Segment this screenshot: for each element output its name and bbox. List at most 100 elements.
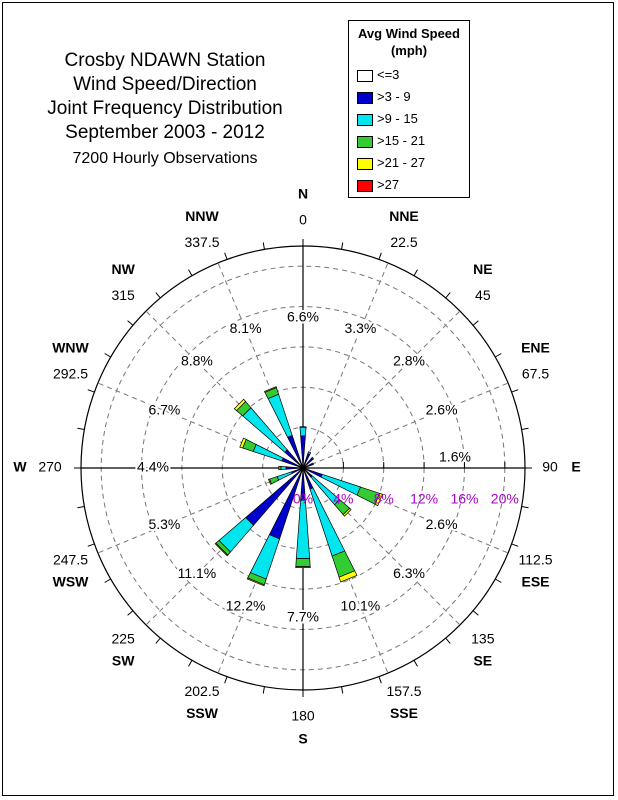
radial-label-8: 8% [374, 491, 394, 507]
observation-count: 7200 Hourly Observations [72, 150, 258, 167]
outer-tick-200 [224, 676, 228, 684]
percent-label-ENE: 2.6% [426, 401, 458, 417]
bar-S-3 [295, 499, 311, 559]
outer-tick-150 [413, 660, 418, 667]
outer-tick-220 [155, 637, 161, 644]
outer-tick-10 [341, 242, 344, 250]
direction-name-S: S [298, 731, 307, 747]
title-line-4: September 2003 - 2012 [65, 122, 265, 143]
percent-label-NNW: 8.1% [230, 320, 262, 336]
outer-tick-60 [495, 353, 502, 358]
angle-label-S: 180 [291, 708, 315, 724]
angle-label-NW: 315 [111, 287, 135, 303]
direction-name-ENE: ENE [521, 340, 550, 356]
direction-name-SSE: SSE [390, 705, 418, 721]
direction-name-NNW: NNW [185, 208, 219, 224]
legend-swatch-5 [357, 158, 373, 170]
legend: Avg Wind Speed (mph) <=3 >3 - 9 >9 - 15 … [348, 20, 470, 198]
bar-NNW-5 [264, 386, 277, 393]
percent-label-ESE: 2.6% [426, 516, 458, 532]
outer-tick-340 [224, 252, 228, 260]
radial-label-0: 0% [293, 491, 313, 507]
angle-label-SE: 135 [471, 631, 495, 647]
angle-label-SSW: 202.5 [184, 683, 219, 699]
angle-label-NE: 45 [475, 287, 491, 303]
outer-tick-320 [155, 292, 161, 299]
legend-label-5: >21 - 27 [377, 155, 426, 170]
outer-tick-290 [87, 389, 95, 393]
percent-label-NE: 2.8% [393, 353, 425, 369]
percent-label-S: 7.7% [287, 609, 319, 625]
spoke-WSW [97, 467, 304, 554]
outer-tick-50 [472, 320, 479, 326]
bar-WSW-5 [268, 478, 272, 485]
outer-tick-170 [341, 686, 344, 694]
legend-swatch-2 [357, 92, 373, 104]
outer-tick-300 [104, 353, 111, 358]
bar-N-4 [299, 426, 307, 429]
bar-N-2 [300, 435, 306, 467]
bar-SSW-3 [249, 534, 281, 580]
outer-tick-20 [378, 252, 382, 260]
spoke-ENE [302, 382, 509, 469]
angle-label-ESE: 112.5 [519, 552, 553, 568]
outer-tick-310 [127, 320, 134, 326]
legend-swatch-3 [357, 114, 373, 126]
angle-label-ENE: 67.5 [522, 366, 549, 382]
outer-tick-280 [77, 427, 85, 430]
percent-label-WSW: 5.3% [148, 516, 180, 532]
direction-name-ESE: ESE [521, 574, 549, 590]
outer-tick-40 [445, 292, 451, 299]
outer-tick-330 [188, 269, 193, 276]
title-line-3: Joint Frequency Distribution [47, 98, 283, 119]
bar-W-4 [278, 465, 282, 471]
percent-label-W: 4.4% [137, 459, 169, 475]
legend-label-3: >9 - 15 [377, 111, 418, 126]
percent-label-E: 1.6% [439, 449, 471, 465]
percent-label-SSW: 12.2% [226, 597, 266, 613]
direction-name-SSW: SSW [186, 705, 219, 721]
percent-label-SE: 6.3% [393, 565, 425, 581]
bar-W-3 [280, 466, 287, 470]
percent-label-N: 6.6% [287, 309, 319, 325]
legend-title-line-2: (mph) [390, 43, 428, 58]
spoke-NE [302, 310, 461, 469]
bar-SSE-5 [338, 570, 358, 583]
angle-label-E: 90 [542, 459, 558, 475]
direction-name-NW: NW [112, 261, 136, 277]
bar-NE-3 [311, 456, 315, 460]
angle-label-SSE: 157.5 [386, 683, 421, 699]
legend-swatch-1 [357, 70, 373, 82]
legend-swatch-4 [357, 136, 373, 148]
direction-name-WSW: WSW [53, 574, 90, 590]
angle-label-WSW: 247.5 [53, 552, 88, 568]
bar-N-3 [299, 427, 307, 437]
bar-S-4 [295, 558, 311, 567]
bar-SE-5 [342, 507, 352, 517]
percent-label-NW: 8.8% [181, 353, 213, 369]
outer-tick-250 [87, 543, 95, 547]
outer-tick-120 [495, 578, 502, 583]
outer-tick-100 [521, 506, 529, 509]
outer-tick-190 [262, 686, 265, 694]
bar-WNW-5 [239, 437, 247, 449]
percent-label-SW: 11.1% [178, 565, 217, 581]
percent-label-SSE: 10.1% [341, 597, 381, 613]
title-line-1: Crosby NDAWN Station [64, 50, 266, 71]
angle-label-W: 270 [38, 459, 62, 475]
legend-title: Avg Wind Speed (mph) [349, 25, 469, 59]
percent-label-NNE: 3.3% [344, 320, 376, 336]
angle-label-N: 0 [299, 212, 307, 228]
legend-label-6: >27 [377, 177, 400, 192]
bar-ENE-3 [311, 462, 314, 466]
radial-label-4: 4% [333, 491, 353, 507]
outer-tick-230 [127, 610, 134, 616]
outer-tick-110 [511, 543, 519, 547]
radial-label-20: 20% [491, 491, 519, 507]
spoke-NNE [302, 262, 389, 469]
outer-tick-80 [521, 427, 529, 430]
outer-tick-350 [262, 242, 265, 250]
bar-ESE-5 [374, 492, 383, 507]
radial-label-16: 16% [450, 491, 478, 507]
